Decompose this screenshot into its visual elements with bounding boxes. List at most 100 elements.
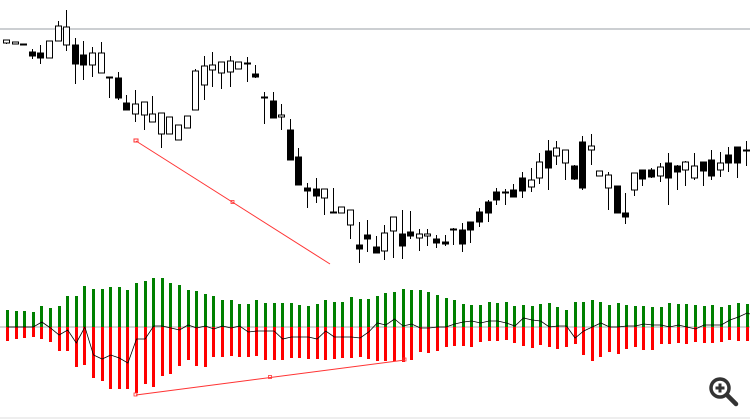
histogram-down-bar bbox=[161, 327, 164, 376]
candle bbox=[20, 43, 27, 46]
histogram-up-bar bbox=[307, 306, 310, 327]
histogram-up-bar bbox=[350, 297, 353, 327]
histogram-up-bar bbox=[513, 306, 516, 327]
histogram-down-bar bbox=[384, 327, 387, 361]
histogram-down-bar bbox=[625, 327, 628, 349]
histogram-up-bar bbox=[152, 278, 155, 327]
candle bbox=[407, 211, 414, 239]
histogram-down-bar bbox=[668, 327, 671, 344]
histogram-up-bar bbox=[247, 304, 250, 327]
histogram-up-bar bbox=[109, 287, 112, 327]
candle bbox=[493, 188, 500, 205]
histogram-down-bar bbox=[6, 327, 9, 341]
histogram-up-bar bbox=[230, 300, 233, 327]
candle bbox=[218, 61, 225, 89]
histogram-down-bar bbox=[307, 327, 310, 359]
histogram-up-bar bbox=[427, 292, 430, 327]
histogram-down-bar bbox=[109, 327, 112, 389]
candle bbox=[596, 170, 603, 177]
candle bbox=[192, 69, 199, 111]
histogram-up-bar bbox=[651, 307, 654, 327]
candle bbox=[691, 153, 698, 180]
candle bbox=[639, 169, 646, 186]
histogram-up-bar bbox=[746, 304, 749, 327]
candle bbox=[459, 223, 466, 252]
histogram-up-bar bbox=[531, 306, 534, 327]
histogram-down-bar bbox=[685, 327, 688, 344]
histogram-down-bar bbox=[522, 327, 525, 346]
candle bbox=[347, 209, 354, 239]
candle bbox=[674, 165, 681, 190]
candle bbox=[614, 185, 621, 214]
candle bbox=[304, 183, 311, 208]
histogram-down-bar bbox=[333, 327, 336, 359]
candle bbox=[261, 92, 268, 124]
candle bbox=[648, 168, 655, 178]
histogram-down-bar bbox=[711, 327, 714, 343]
candle bbox=[37, 45, 44, 64]
histogram-down-bar bbox=[556, 327, 559, 349]
candle bbox=[356, 222, 363, 263]
candle bbox=[149, 96, 156, 123]
histogram-up-bar bbox=[574, 302, 577, 327]
divergence-anchor bbox=[133, 138, 139, 143]
histogram-down-bar bbox=[496, 327, 499, 341]
candle bbox=[158, 112, 165, 148]
histogram-up-bar bbox=[694, 305, 697, 327]
histogram-up-bar bbox=[479, 305, 482, 327]
histogram-up-bar bbox=[599, 302, 602, 327]
divergence-anchor bbox=[402, 357, 407, 362]
candle bbox=[390, 216, 397, 258]
histogram-down-bar bbox=[290, 327, 293, 358]
histogram-up-bar bbox=[204, 294, 207, 327]
divergence-midpoint bbox=[268, 375, 272, 379]
histogram-down-bar bbox=[574, 327, 577, 344]
candle bbox=[605, 172, 612, 210]
histogram-down-bar bbox=[247, 327, 250, 357]
histogram-up-bar bbox=[625, 305, 628, 327]
histogram-up-bar bbox=[711, 305, 714, 327]
candle bbox=[330, 188, 337, 214]
histogram-down-bar bbox=[324, 327, 327, 360]
candle bbox=[364, 220, 371, 252]
histogram-up-bar bbox=[668, 303, 671, 327]
histogram-down-bar bbox=[15, 327, 18, 339]
candle bbox=[338, 206, 345, 214]
histogram-down-bar bbox=[316, 327, 319, 359]
histogram-up-bar bbox=[255, 300, 258, 327]
zoom-in-magnifier-icon bbox=[709, 377, 739, 407]
histogram-up-bar bbox=[359, 299, 362, 327]
histogram-up-bar bbox=[23, 311, 26, 327]
histogram-up-bar bbox=[135, 283, 138, 327]
candle bbox=[80, 41, 87, 80]
histogram-down-bar bbox=[402, 327, 405, 362]
histogram-up-bar bbox=[126, 290, 129, 327]
candle bbox=[106, 76, 113, 98]
histogram-up-bar bbox=[410, 290, 413, 327]
candle bbox=[545, 140, 552, 190]
histogram-up-bar bbox=[565, 310, 568, 327]
histogram-down-bar bbox=[23, 327, 26, 338]
histogram-up-bar bbox=[608, 305, 611, 327]
candle bbox=[278, 104, 285, 130]
divergence-anchor bbox=[133, 392, 138, 397]
histogram-down-bar bbox=[75, 327, 78, 367]
histogram-up-bar bbox=[737, 303, 740, 327]
histogram-down-bar bbox=[66, 327, 69, 351]
histogram-up-bar bbox=[49, 308, 52, 327]
indicator-panel bbox=[0, 278, 750, 397]
histogram-up-bar bbox=[144, 281, 147, 327]
candle bbox=[682, 161, 689, 186]
candle bbox=[502, 189, 509, 205]
histogram-up-bar bbox=[634, 306, 637, 327]
histogram-down-bar bbox=[746, 327, 749, 341]
candle bbox=[313, 178, 320, 203]
zoom-in-button[interactable] bbox=[706, 374, 740, 408]
histogram-up-bar bbox=[384, 293, 387, 327]
candle bbox=[734, 146, 741, 178]
histogram-down-bar bbox=[32, 327, 35, 337]
candle bbox=[270, 92, 277, 119]
histogram-down-bar bbox=[92, 327, 95, 378]
candle bbox=[46, 40, 53, 59]
histogram-up-bar bbox=[660, 307, 663, 327]
